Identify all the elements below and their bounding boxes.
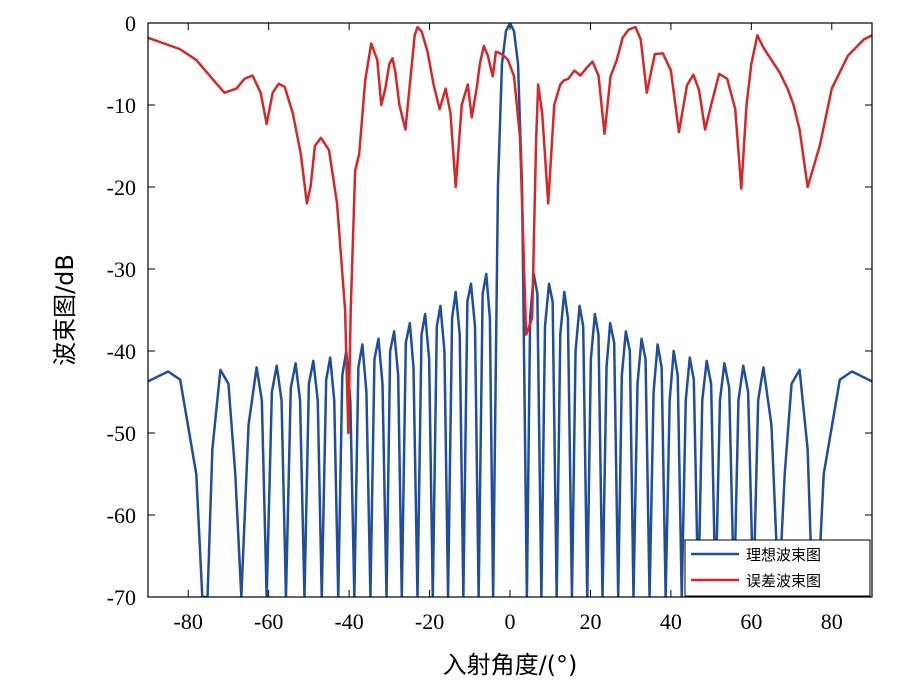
series-layer [148,23,872,597]
x-axis-title: 入射角度/(°) [443,651,578,679]
legend-label-error: 误差波束图 [746,572,821,590]
y-tick-label: -50 [107,421,136,446]
x-tick-label: -80 [174,609,203,634]
x-tick-label: 40 [660,609,682,634]
plot-area [148,23,872,597]
y-ticks: 0 -10 -20 -30 -40 -50 -60 -70 [107,11,872,610]
y-tick-label: -30 [107,257,136,282]
x-tick-label: 60 [740,609,762,634]
series-line-error [148,25,872,435]
y-tick-label: -70 [107,585,136,610]
y-tick-label: -40 [107,339,136,364]
legend-box [684,539,871,597]
x-tick-label: -40 [334,609,363,634]
plot-frame [147,22,873,598]
series-line-ideal [148,23,872,597]
legend: 理想波束图 误差波束图 [684,539,871,597]
y-tick-label: 0 [125,11,136,36]
y-tick-label: -10 [107,93,136,118]
x-tick-label: 0 [505,609,516,634]
y-axis-title: 波束图/dB [51,254,79,366]
y-tick-label: -60 [107,503,136,528]
y-tick-label: -20 [107,175,136,200]
x-ticks: -80 -60 -40 -20 0 20 40 60 80 [174,23,843,634]
legend-label-ideal: 理想波束图 [746,546,821,564]
x-tick-label: -20 [415,609,444,634]
x-tick-label: 80 [821,609,843,634]
x-tick-label: -60 [254,609,283,634]
x-tick-label: 20 [579,609,601,634]
